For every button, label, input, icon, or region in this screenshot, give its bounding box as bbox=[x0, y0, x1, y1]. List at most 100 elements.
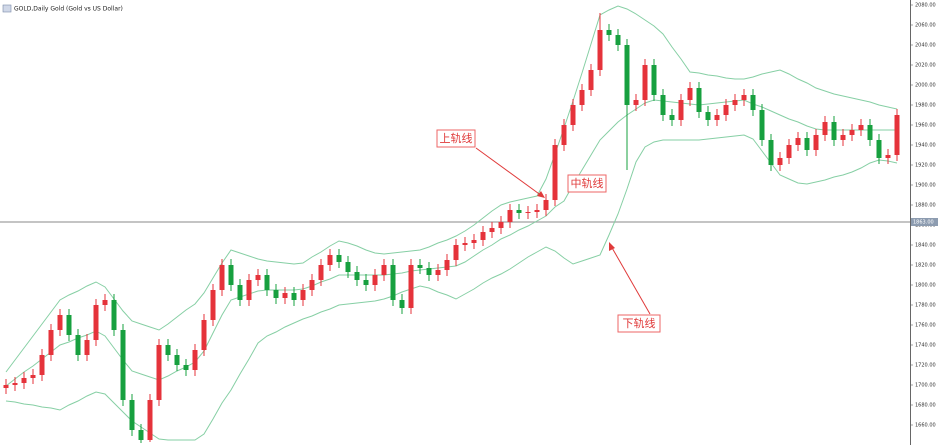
candle-body bbox=[633, 100, 639, 105]
candle-body bbox=[516, 210, 522, 213]
bollinger-band bbox=[5, 99, 897, 387]
current-price-label: 1863.00 bbox=[913, 220, 934, 226]
candle-body bbox=[750, 95, 756, 110]
candle-body bbox=[597, 30, 603, 70]
candle-body bbox=[120, 330, 126, 400]
candle-body bbox=[30, 375, 36, 378]
candle-body bbox=[867, 125, 873, 140]
annotation-box bbox=[567, 174, 607, 193]
candle-body bbox=[129, 400, 135, 430]
candle-body bbox=[651, 65, 657, 95]
y-tick-label: 1660.00 bbox=[915, 423, 936, 429]
candle-body bbox=[759, 110, 765, 140]
candle-body bbox=[174, 355, 180, 365]
candle-body bbox=[462, 243, 468, 245]
candle-body bbox=[732, 100, 738, 105]
candle-body bbox=[228, 265, 234, 285]
candle-body bbox=[363, 280, 369, 285]
candle-body bbox=[705, 112, 711, 120]
arrow-head bbox=[537, 191, 545, 198]
candle-body bbox=[282, 293, 288, 298]
candle-body bbox=[777, 158, 783, 165]
y-tick-label: 1940.00 bbox=[915, 143, 936, 149]
candle-body bbox=[210, 290, 216, 320]
candle-body bbox=[255, 275, 261, 280]
candle-body bbox=[804, 138, 810, 150]
y-tick-label: 1780.00 bbox=[915, 303, 936, 309]
y-tick-label: 1920.00 bbox=[915, 163, 936, 169]
annotation: 下轨线 bbox=[623, 316, 656, 330]
candle-body bbox=[498, 222, 504, 228]
candle-body bbox=[138, 430, 144, 440]
candle-body bbox=[831, 122, 837, 140]
candle-body bbox=[444, 260, 450, 270]
candle-body bbox=[408, 265, 414, 308]
y-tick-label: 1960.00 bbox=[915, 123, 936, 129]
candle-body bbox=[588, 70, 594, 90]
y-tick-label: 1880.00 bbox=[915, 203, 936, 209]
candle-body bbox=[678, 100, 684, 120]
y-tick-label: 1740.00 bbox=[915, 343, 936, 349]
candle-body bbox=[156, 345, 162, 400]
candle-body bbox=[885, 155, 891, 158]
y-tick-label: 2080.00 bbox=[915, 3, 936, 9]
candle-body bbox=[561, 125, 567, 145]
candle-body bbox=[786, 145, 792, 158]
candle-body bbox=[3, 385, 9, 388]
y-tick-label: 2040.00 bbox=[915, 43, 936, 49]
bollinger-band bbox=[5, 134, 898, 441]
candle-body bbox=[534, 210, 540, 212]
candle-body bbox=[39, 355, 45, 375]
candle-body bbox=[480, 232, 486, 240]
y-tick-label: 2020.00 bbox=[915, 63, 936, 69]
y-tick-label: 1680.00 bbox=[915, 403, 936, 409]
candle-body bbox=[624, 45, 630, 105]
candle-body bbox=[66, 315, 72, 335]
candle-body bbox=[291, 293, 297, 300]
candle-body bbox=[21, 378, 27, 383]
candle-body bbox=[84, 340, 90, 355]
candle-body bbox=[372, 275, 378, 285]
candle-body bbox=[12, 383, 18, 385]
bollinger-band bbox=[5, 5, 898, 373]
y-tick-label: 1900.00 bbox=[915, 183, 936, 189]
chart-title: GOLD,Daily Gold (Gold vs US Dollar) bbox=[14, 6, 123, 13]
y-tick-label: 1820.00 bbox=[915, 263, 936, 269]
candle-body bbox=[237, 285, 243, 300]
candle-body bbox=[858, 125, 864, 130]
candle-body bbox=[714, 115, 720, 120]
candle-body bbox=[183, 365, 189, 370]
candle-body bbox=[57, 315, 63, 330]
candle-body bbox=[111, 300, 117, 330]
candle-body bbox=[813, 135, 819, 150]
annotation-box bbox=[617, 314, 661, 333]
candle-body bbox=[336, 255, 342, 262]
candle-body bbox=[696, 88, 702, 112]
y-tick-label: 1700.00 bbox=[915, 383, 936, 389]
annotation: 中轨线 bbox=[571, 176, 604, 190]
annotation-box bbox=[436, 129, 476, 148]
candle-body bbox=[471, 240, 477, 243]
candle-body bbox=[741, 95, 747, 100]
y-tick-label: 1840.00 bbox=[915, 243, 936, 249]
y-tick-label: 2060.00 bbox=[915, 23, 936, 29]
candle-body bbox=[147, 400, 153, 440]
candle-body bbox=[849, 130, 855, 135]
candle-body bbox=[876, 140, 882, 158]
candle-body bbox=[165, 345, 171, 355]
y-tick-label: 1720.00 bbox=[915, 363, 936, 369]
candle-body bbox=[552, 145, 558, 200]
candle-body bbox=[489, 228, 495, 232]
candle-body bbox=[615, 35, 621, 45]
candle-body bbox=[264, 275, 270, 290]
candle-body bbox=[48, 330, 54, 355]
candle-body bbox=[219, 265, 225, 290]
chart-icon bbox=[2, 4, 12, 13]
y-tick-label: 1980.00 bbox=[915, 103, 936, 109]
candle-body bbox=[327, 255, 333, 265]
candle-body bbox=[417, 265, 423, 268]
candle-body bbox=[687, 88, 693, 100]
candle-body bbox=[543, 200, 549, 210]
y-tick-label: 1760.00 bbox=[915, 323, 936, 329]
